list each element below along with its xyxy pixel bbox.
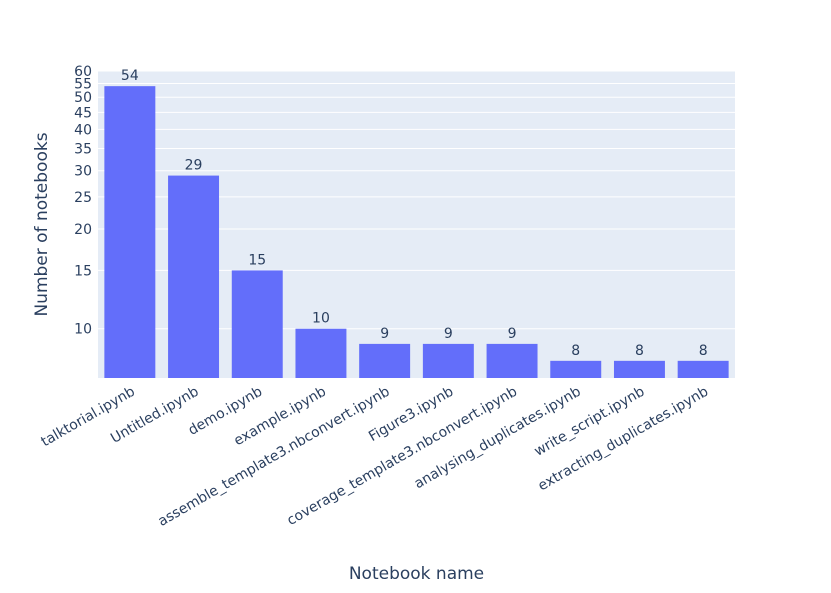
y-tick-label: 40 [74,122,92,138]
x-axis-ticks: talktorial.ipynbUntitled.ipynbdemo.ipynb… [38,384,711,530]
bar [486,343,538,378]
bar [613,360,665,378]
y-tick-label: 45 [74,105,92,121]
y-tick-label: 60 [74,64,92,80]
bar-value-label: 9 [380,326,389,342]
bar [677,360,729,378]
bar [550,360,602,378]
y-tick-label: 20 [74,222,92,238]
y-tick-label: 55 [74,77,92,93]
bar [295,328,347,378]
bar [231,270,283,378]
bar-value-label: 29 [185,158,203,174]
x-axis-title: Notebook name [349,564,484,584]
bar-value-label: 15 [248,252,266,268]
bar-value-label: 8 [699,343,708,359]
y-tick-label: 30 [74,164,92,180]
y-axis-title: Number of notebooks [32,132,52,316]
y-tick-label: 10 [74,322,92,338]
bar-value-label: 9 [508,326,517,342]
y-tick-label: 25 [74,190,92,206]
bar-value-label: 9 [444,326,453,342]
bar-value-label: 8 [635,343,644,359]
x-tick-label: assemble_template3.nbconvert.ipynb [155,384,392,530]
bar-value-label: 54 [121,68,139,84]
bar [422,343,474,378]
y-tick-label: 35 [74,142,92,158]
y-tick-label: 15 [74,263,92,279]
y-tick-label: 50 [74,90,92,106]
bar [359,343,411,378]
data-labels: 54 29 15 10 9 9 9 8 8 8 [121,68,708,359]
bar [104,86,156,379]
bars [104,86,729,379]
bar-value-label: 10 [312,311,330,327]
x-tick-label: coverage_template3.nbconvert.ipynb [284,384,520,529]
bar [168,175,220,378]
bar-value-label: 8 [571,343,580,359]
